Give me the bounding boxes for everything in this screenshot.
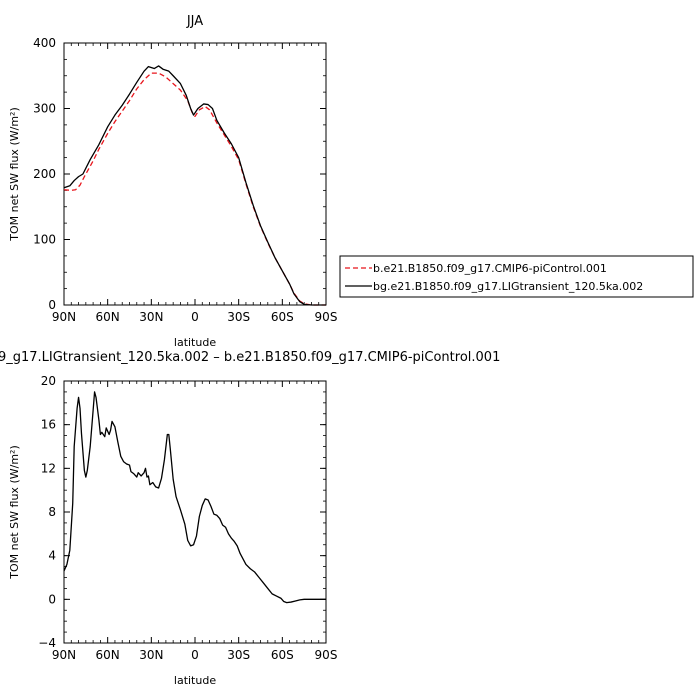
bottom-series-line-0 — [63, 391, 326, 604]
top-series-group — [63, 65, 326, 306]
top-x-tick-label: 0 — [191, 310, 199, 324]
top-y-tick-label: 300 — [33, 102, 56, 116]
top-x-tick-label: 90N — [52, 310, 76, 324]
legend: b.e21.B1850.f09_g17.CMIP6-piControl.001 … — [339, 255, 694, 298]
top-panel: JJA 90N 60N 30N 0 30S 60S 90S 0 100 200 300 400 lat… — [8, 14, 337, 349]
top-x-axis-label: latitude — [174, 336, 216, 349]
legend-label-LIGtransient: bg.e21.B1850.f09_g17.LIGtransient_120.5k… — [373, 280, 643, 293]
bottom-y-tick-label: 0 — [48, 592, 56, 606]
bottom-y-tick-label: 4 — [48, 549, 56, 563]
bottom-x-tick-label: 30N — [139, 648, 163, 662]
bottom-y-tick-label: −4 — [38, 636, 56, 650]
bottom-y-tick-label: 8 — [48, 505, 56, 519]
bottom-x-tick-label: 30S — [227, 648, 250, 662]
bottom-x-axis-label: latitude — [174, 674, 216, 687]
top-plot-frame — [63, 42, 327, 306]
bottom-y-tick-label: 16 — [41, 418, 56, 432]
top-ticks: 90N 60N 30N 0 30S 60S 90S 0 100 200 300 400 — [33, 36, 337, 324]
top-x-tick-label: 60S — [271, 310, 294, 324]
top-x-tick-label: 30N — [139, 310, 163, 324]
top-y-tick-label: 200 — [33, 167, 56, 181]
bottom-panel: bg.e21.B1850.f09_g17.LIGtransient_120.5k… — [0, 350, 500, 687]
bottom-x-tick-label: 0 — [191, 648, 199, 662]
top-series-line-0 — [63, 72, 326, 306]
top-panel-title: JJA — [186, 14, 203, 29]
top-x-tick-label: 60N — [96, 310, 120, 324]
top-series-line-1 — [63, 65, 326, 306]
bottom-y-axis-label: TOM net SW flux (W/m²) — [8, 445, 21, 579]
bottom-series-group — [63, 391, 326, 604]
bottom-panel-title: bg.e21.B1850.f09_g17.LIGtransient_120.5k… — [0, 350, 500, 365]
bottom-ticks: 90N 60N 30N 0 30S 60S 90S −4 0 4 8 12 16 20 — [38, 374, 337, 662]
legend-box — [339, 255, 694, 298]
bottom-x-tick-label: 60N — [96, 648, 120, 662]
legend-label-piControl: b.e21.B1850.f09_g17.CMIP6-piControl.001 — [373, 262, 607, 275]
top-y-tick-label: 0 — [48, 298, 56, 312]
bottom-plot-frame — [63, 380, 327, 644]
top-x-tick-label: 90S — [315, 310, 338, 324]
top-y-axis-label: TOM net SW flux (W/m²) — [8, 107, 21, 241]
top-y-tick-label: 400 — [33, 36, 56, 50]
bottom-y-tick-label: 12 — [41, 461, 56, 475]
top-y-tick-label: 100 — [33, 233, 56, 247]
bottom-x-tick-label: 60S — [271, 648, 294, 662]
bottom-y-tick-label: 20 — [41, 374, 56, 388]
bottom-x-tick-label: 90N — [52, 648, 76, 662]
bottom-x-tick-label: 90S — [315, 648, 338, 662]
top-x-tick-label: 30S — [227, 310, 250, 324]
